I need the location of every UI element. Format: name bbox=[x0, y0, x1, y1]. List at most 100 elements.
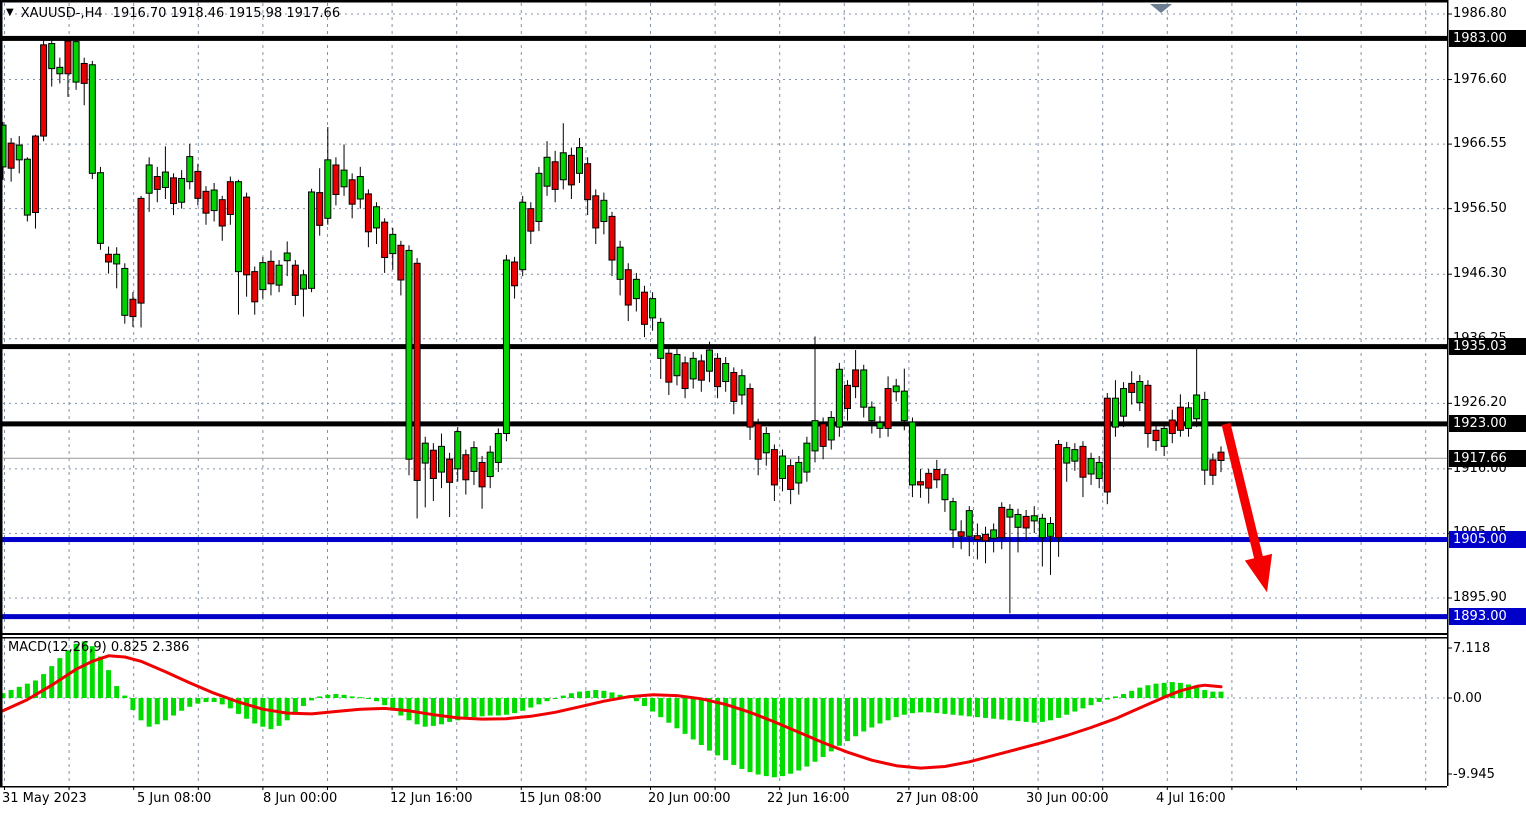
candle-bear bbox=[153, 176, 161, 190]
macd-histogram-bar bbox=[934, 698, 940, 714]
macd-histogram-bar bbox=[1129, 690, 1135, 698]
macd-histogram-bar bbox=[958, 698, 964, 716]
level-line-1905[interactable] bbox=[0, 537, 1447, 543]
macd-histogram-bar bbox=[390, 698, 396, 710]
candle-bull bbox=[543, 156, 551, 187]
candle-bear bbox=[251, 271, 259, 303]
macd-histogram-bar bbox=[284, 698, 290, 721]
price-tick-label: 1966.55 bbox=[1453, 136, 1507, 152]
candle-bull bbox=[559, 152, 567, 181]
macd-histogram-bar bbox=[365, 698, 371, 699]
level-line-1983[interactable] bbox=[0, 35, 1447, 41]
candle-bear bbox=[80, 62, 88, 84]
price-level-badge: 1923.00 bbox=[1449, 415, 1526, 433]
candle-bull bbox=[356, 176, 364, 200]
candle-bull bbox=[502, 259, 510, 435]
candle-bear bbox=[608, 215, 616, 261]
macd-histogram-bar bbox=[341, 694, 347, 698]
macd-histogram-bar bbox=[503, 698, 509, 715]
candle-bear bbox=[1176, 406, 1184, 431]
collapse-triangle-icon[interactable]: ▼ bbox=[6, 7, 14, 18]
macd-histogram-bar bbox=[235, 698, 241, 714]
panel-separator-bottom bbox=[0, 637, 1447, 639]
candle-bull bbox=[186, 156, 194, 183]
candle-bear bbox=[640, 291, 648, 325]
time-axis-label: 22 Jun 16:00 bbox=[767, 791, 850, 806]
candle-bear bbox=[551, 161, 559, 190]
candle-bull bbox=[600, 199, 608, 223]
macd-histogram-bar bbox=[901, 698, 907, 715]
candle-bear bbox=[1022, 515, 1030, 529]
macd-histogram-bar bbox=[1047, 698, 1053, 721]
level-line-1923[interactable] bbox=[0, 421, 1447, 427]
macd-histogram-bar bbox=[723, 698, 729, 761]
candle-bull bbox=[121, 267, 129, 316]
candle-bull bbox=[72, 41, 80, 83]
macd-histogram-bar bbox=[154, 698, 160, 725]
time-axis-label: 5 Jun 08:00 bbox=[137, 791, 212, 806]
candle-bull bbox=[1030, 515, 1038, 522]
bottom-axis-border bbox=[0, 786, 1447, 788]
trend-arrow-head[interactable] bbox=[1244, 553, 1273, 593]
macd-histogram-bar bbox=[828, 698, 834, 752]
macd-histogram-bar bbox=[909, 698, 915, 714]
macd-histogram-bar bbox=[999, 698, 1005, 720]
candle-bear bbox=[665, 352, 673, 383]
candle-bull bbox=[1014, 513, 1022, 528]
candle-bull bbox=[632, 278, 640, 300]
macd-histogram-bar bbox=[463, 698, 469, 719]
candle-bull bbox=[1038, 517, 1046, 539]
candle-bear bbox=[681, 362, 689, 390]
candle-bear bbox=[40, 44, 48, 137]
macd-histogram-bar bbox=[820, 698, 826, 757]
macd-histogram-bar bbox=[690, 698, 696, 740]
macd-histogram-bar bbox=[885, 698, 891, 721]
macd-histogram-bar bbox=[601, 690, 607, 698]
candle-bear bbox=[243, 196, 251, 276]
candle-bull bbox=[1201, 398, 1209, 471]
macd-histogram-bar bbox=[1137, 687, 1143, 698]
time-marker-triangle-icon[interactable] bbox=[1150, 4, 1172, 13]
candle-bull bbox=[48, 43, 56, 70]
candle-bear bbox=[226, 181, 234, 215]
candle-bear bbox=[1168, 419, 1176, 435]
candle-bear bbox=[957, 531, 965, 537]
candle-bull bbox=[860, 369, 868, 408]
macd-histogram-bar bbox=[114, 686, 120, 698]
candle-bull bbox=[373, 206, 381, 229]
macd-histogram-bar bbox=[300, 698, 306, 706]
candle-bull bbox=[308, 191, 316, 289]
ohlc-quote-label: 1916.70 1918.46 1915.98 1917.66 bbox=[112, 5, 341, 21]
macd-histogram-bar bbox=[1056, 698, 1062, 718]
candle-bull bbox=[275, 264, 283, 286]
macd-histogram-bar bbox=[89, 646, 95, 698]
macd-histogram-bar bbox=[560, 695, 566, 698]
macd-histogram-bar bbox=[650, 698, 656, 712]
candle-bull bbox=[908, 421, 916, 486]
candle-bear bbox=[1144, 384, 1152, 435]
level-line-1935.03[interactable] bbox=[0, 344, 1447, 350]
macd-histogram-bar bbox=[1007, 698, 1013, 721]
macd-histogram-bar bbox=[1088, 698, 1094, 706]
candle-bear bbox=[1152, 429, 1160, 442]
candle-bull bbox=[1111, 397, 1119, 428]
macd-histogram-bar bbox=[357, 697, 363, 699]
time-axis-label: 8 Jun 00:00 bbox=[263, 791, 338, 806]
price-tick-label: 1895.90 bbox=[1453, 589, 1507, 605]
candle-bear bbox=[697, 360, 705, 381]
macd-histogram-bar bbox=[593, 690, 599, 698]
candle-bull bbox=[795, 461, 803, 484]
candle-bear bbox=[527, 208, 535, 232]
macd-histogram-bar bbox=[552, 698, 558, 699]
candle-bull bbox=[673, 354, 681, 377]
macd-histogram-bar bbox=[520, 698, 526, 711]
macd-histogram-bar bbox=[219, 698, 225, 705]
level-line-1893[interactable] bbox=[0, 614, 1447, 620]
candle-bear bbox=[1103, 397, 1111, 493]
price-level-badge: 1983.00 bbox=[1449, 29, 1526, 47]
candle-bull bbox=[519, 201, 527, 271]
trend-arrow-shaft[interactable] bbox=[1221, 422, 1265, 565]
macd-histogram-bar bbox=[138, 698, 144, 721]
macd-axis-max-label: 7.118 bbox=[1453, 641, 1491, 656]
